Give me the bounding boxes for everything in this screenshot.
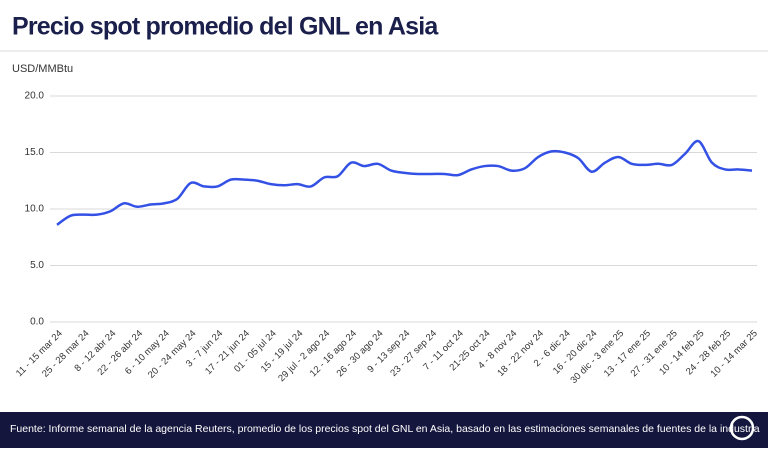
logo (729, 415, 755, 441)
y-axis-label: USD/MMBtu (12, 63, 73, 75)
y-tick-label: 10.0 (25, 204, 45, 215)
footer (0, 412, 768, 448)
series-line (56, 139, 753, 226)
y-tick-label: 5.0 (30, 260, 44, 271)
y-tick-label: 15.0 (25, 147, 45, 158)
y-tick-label: 20.0 (25, 91, 45, 102)
y-tick-label: 0.0 (30, 317, 44, 328)
source: Fuente: Informe semanal de la agencia Re… (10, 423, 760, 435)
x-tick-label: 10 - 14 mar 25 (708, 328, 759, 379)
chart-title: Precio spot promedio del GNL en Asia (12, 13, 439, 41)
